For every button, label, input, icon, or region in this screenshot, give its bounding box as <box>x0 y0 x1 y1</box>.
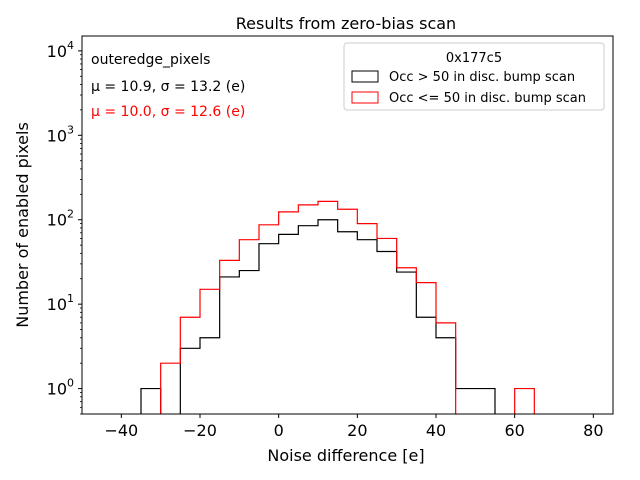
x-tick-label: 0 <box>274 421 284 440</box>
y-tick-label: 100 <box>47 377 74 399</box>
y-axis-label: Number of enabled pixels <box>13 122 32 328</box>
series-red <box>160 200 535 414</box>
histogram-step-line <box>514 387 535 414</box>
stats-black-annotation: μ = 10.9, σ = 13.2 (e) <box>91 79 245 95</box>
legend-entry-red: Occ <= 50 in disc. bump scan <box>389 91 586 106</box>
stats-black-mu: μ = 10.9, <box>91 79 161 95</box>
x-tick-label: −20 <box>183 421 217 440</box>
y-tick-label: 104 <box>47 39 74 61</box>
legend-swatch-red <box>351 91 379 104</box>
plot-frame <box>81 35 614 415</box>
x-tick-label: 40 <box>426 421 446 440</box>
legend-entry-black: Occ > 50 in disc. bump scan <box>389 70 575 85</box>
stats-red-mu: μ = 10.0, <box>91 104 161 120</box>
x-tick-label: 60 <box>504 421 524 440</box>
y-tick-label: 102 <box>47 208 74 230</box>
legend-box <box>343 42 605 111</box>
x-axis-label: Noise difference [e] <box>267 446 424 465</box>
y-tick-label: 101 <box>47 292 74 314</box>
x-tick-label: −40 <box>104 421 138 440</box>
histogram-step-line <box>179 219 496 414</box>
legend: 0x177c5 Occ > 50 in disc. bump scan Occ … <box>343 42 605 111</box>
x-tick-label: 80 <box>583 421 603 440</box>
region-label: outeredge_pixels <box>91 52 210 68</box>
x-tick-label: 20 <box>347 421 367 440</box>
legend-title: 0x177c5 <box>446 51 502 66</box>
stats-red-annotation: μ = 10.0, σ = 12.6 (e) <box>91 104 245 120</box>
x-axis-ticks: −40 −20 0 20 40 60 80 <box>104 414 604 440</box>
stats-black-sigma: σ = 13.2 (e) <box>161 79 246 95</box>
chart-title: Results from zero-bias scan <box>236 14 456 33</box>
stats-red-sigma: σ = 12.6 (e) <box>161 104 246 120</box>
y-tick-label: 103 <box>47 123 74 145</box>
histogram-step-line <box>160 200 457 414</box>
y-axis-ticks: 100 101 102 103 104 <box>47 39 82 415</box>
histogram-series-layer <box>140 200 535 414</box>
legend-swatch-black <box>351 70 379 83</box>
